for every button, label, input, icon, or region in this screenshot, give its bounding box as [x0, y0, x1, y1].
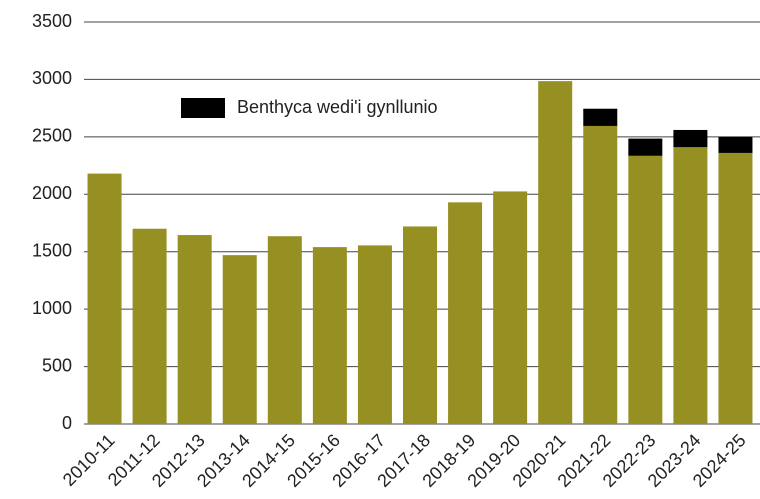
bar [493, 191, 528, 424]
bar [403, 226, 437, 424]
bar [357, 245, 392, 424]
y-tick-label: 500 [42, 355, 72, 375]
bar [177, 235, 212, 424]
bar [718, 136, 753, 153]
bar [628, 155, 663, 424]
bar [583, 108, 618, 126]
bar [718, 152, 753, 425]
bar [448, 202, 483, 424]
legend-swatch [181, 98, 225, 118]
bar [87, 173, 122, 424]
y-tick-label: 1500 [32, 240, 72, 260]
bar [312, 247, 347, 424]
y-tick-label: 1000 [32, 298, 72, 318]
legend-label: Benthyca wedi'i gynllunio [237, 97, 438, 117]
y-tick-label: 0 [62, 413, 72, 433]
bar [673, 129, 708, 148]
bar [583, 125, 618, 425]
bar [673, 147, 708, 425]
y-tick-label: 2000 [32, 183, 72, 203]
bar [267, 236, 302, 424]
y-tick-label: 3500 [32, 11, 72, 31]
bar [538, 81, 573, 424]
bar [222, 255, 257, 424]
y-tick-label: 2500 [32, 126, 72, 146]
bar [132, 228, 167, 424]
y-tick-label: 3000 [32, 68, 72, 88]
bar [628, 138, 663, 156]
